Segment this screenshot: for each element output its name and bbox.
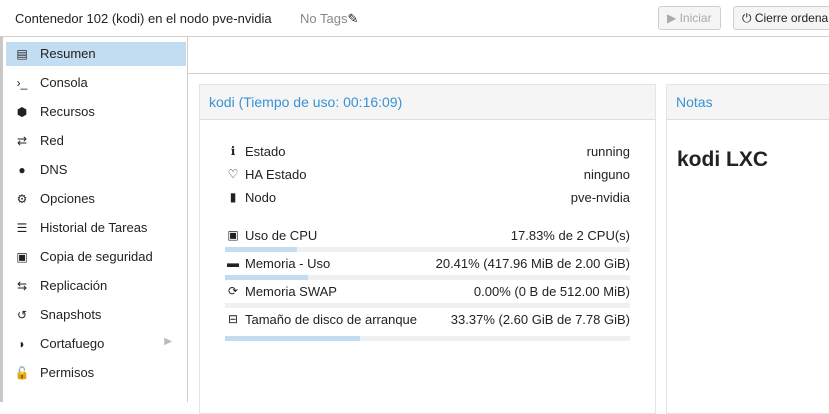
usage-progress-fill xyxy=(225,275,308,280)
heartbeat-icon: ♡ xyxy=(227,167,239,181)
shutdown-button[interactable]: ⏻ Cierre ordena xyxy=(733,6,829,30)
chevron-right-icon: ▶ xyxy=(164,336,172,347)
memory-icon: ▬ xyxy=(227,256,239,270)
retweet-icon: ⇆ xyxy=(16,279,28,293)
history-icon: ↺ xyxy=(16,308,28,322)
sidebar-item-label: Opciones xyxy=(40,191,95,206)
terminal-icon: ›_ xyxy=(16,76,28,90)
sidebar-item-label: Historial de Tareas xyxy=(40,220,148,235)
sidebar-item-label: Red xyxy=(40,133,64,148)
sidebar-item-label: Snapshots xyxy=(40,307,102,322)
sidebar-item-resumen[interactable]: ▤ Resumen xyxy=(6,42,186,66)
notes-content: kodi LXC xyxy=(677,148,769,171)
list-icon: ☰ xyxy=(16,221,28,235)
play-icon: ▶ xyxy=(667,11,680,25)
content-toolbar xyxy=(188,37,829,74)
cpu-icon: ▣ xyxy=(227,228,239,242)
usage-progress-bar xyxy=(225,275,630,280)
sidebar-item-red[interactable]: ⇄ Red xyxy=(6,129,186,153)
info-icon: ℹ xyxy=(230,144,236,158)
info-label: Nodo xyxy=(245,190,277,205)
cube-icon: ⬢ xyxy=(16,105,28,119)
tags[interactable]: No Tags✎ xyxy=(300,11,358,27)
sidebar-item-label: Permisos xyxy=(40,365,95,380)
sidebar-item-consola[interactable]: ›_ Consola xyxy=(6,71,186,95)
tags-label: No Tags xyxy=(300,11,348,26)
sidebar-item-label: Consola xyxy=(40,75,88,90)
page-title: Contenedor 102 (kodi) en el nodo pve-nvi… xyxy=(15,11,272,26)
floppy-icon: ▣ xyxy=(16,250,28,264)
usage-progress-bar xyxy=(225,247,630,252)
usage-value: 0.00% (0 B de 512.00 MiB) xyxy=(473,284,630,299)
resize-handle[interactable] xyxy=(0,37,3,402)
status-panel-body: ℹ Estado running ♡ HA Estado ninguno ▮ Nodo pve-… xyxy=(200,119,655,413)
sidebar-item-snapshots[interactable]: ↺ Snapshots xyxy=(6,303,186,327)
refresh-icon: ⟳ xyxy=(227,284,239,298)
info-label: HA Estado xyxy=(245,167,307,182)
usage-progress-fill xyxy=(225,247,298,252)
building-icon: ▮ xyxy=(229,190,237,204)
exchange-icon: ⇄ xyxy=(16,134,28,148)
sidebar-item-replicaci-n[interactable]: ⇆ Replicación xyxy=(6,274,186,298)
usage-value: 17.83% de 2 CPU(s) xyxy=(510,228,630,243)
status-panel: kodi (Tiempo de uso: 00:16:09) ℹ Estado ru… xyxy=(199,84,656,414)
usage-progress-bar xyxy=(225,303,630,308)
usage-value: 33.37% (2.60 GiB de 7.78 GiB) xyxy=(450,312,630,327)
sidebar: ▤ Resumen ›_ Consola ⬢ Recursos ⇄ Red ● DNS ⚙ Opcio… xyxy=(3,37,188,402)
header: Contenedor 102 (kodi) en el nodo pve-nvi… xyxy=(0,0,829,37)
unlock-icon: 🔓 xyxy=(14,366,30,380)
usage-label: Uso de CPU xyxy=(245,228,318,243)
notes-panel: Notas kodi LXC xyxy=(666,84,829,414)
usage-label: Memoria - Uso xyxy=(245,256,331,271)
hdd-icon: ⊟ xyxy=(227,312,239,326)
notes-panel-body[interactable]: kodi LXC xyxy=(667,119,829,413)
gear-icon: ⚙ xyxy=(16,192,28,206)
info-value: running xyxy=(586,144,630,159)
sidebar-item-historial-de-tareas[interactable]: ☰ Historial de Tareas xyxy=(6,216,186,240)
info-value: pve-nvidia xyxy=(570,190,630,205)
start-label: Iniciar xyxy=(679,11,712,25)
sidebar-item-label: DNS xyxy=(40,162,68,177)
sidebar-item-opciones[interactable]: ⚙ Opciones xyxy=(6,187,186,211)
sidebar-item-cortafuego[interactable]: ◗ Cortafuego ▶ xyxy=(6,332,186,356)
sidebar-item-label: Copia de seguridad xyxy=(40,249,153,264)
sidebar-item-dns[interactable]: ● DNS xyxy=(6,158,186,182)
status-panel-title: kodi (Tiempo de uso: 00:16:09) xyxy=(209,94,403,110)
shutdown-label: Cierre ordena xyxy=(754,11,829,25)
usage-progress-fill xyxy=(225,336,361,341)
book-icon: ▤ xyxy=(16,47,28,61)
sidebar-item-label: Replicación xyxy=(40,278,108,293)
notes-panel-title: Notas xyxy=(676,94,713,110)
sidebar-item-recursos[interactable]: ⬢ Recursos xyxy=(6,100,186,124)
shield-icon: ◗ xyxy=(18,337,26,351)
usage-label: Memoria SWAP xyxy=(245,284,337,299)
start-button[interactable]: ▶ Iniciar xyxy=(658,6,721,30)
info-value: ninguno xyxy=(583,167,630,182)
usage-label: Tamaño de disco de arranque xyxy=(245,312,418,327)
sidebar-item-permisos[interactable]: 🔓 Permisos xyxy=(6,361,186,385)
sidebar-item-label: Recursos xyxy=(40,104,95,119)
sidebar-item-copia-de-seguridad[interactable]: ▣ Copia de seguridad xyxy=(6,245,186,269)
usage-value: 20.41% (417.96 MiB de 2.00 GiB) xyxy=(435,256,630,271)
sidebar-item-label: Cortafuego xyxy=(40,336,105,351)
sidebar-item-label: Resumen xyxy=(40,46,96,61)
usage-progress-bar xyxy=(225,336,630,341)
power-icon: ⏻ xyxy=(742,11,755,25)
globe-icon: ● xyxy=(18,163,26,177)
info-label: Estado xyxy=(245,144,286,159)
pencil-icon[interactable]: ✎ xyxy=(347,11,359,26)
